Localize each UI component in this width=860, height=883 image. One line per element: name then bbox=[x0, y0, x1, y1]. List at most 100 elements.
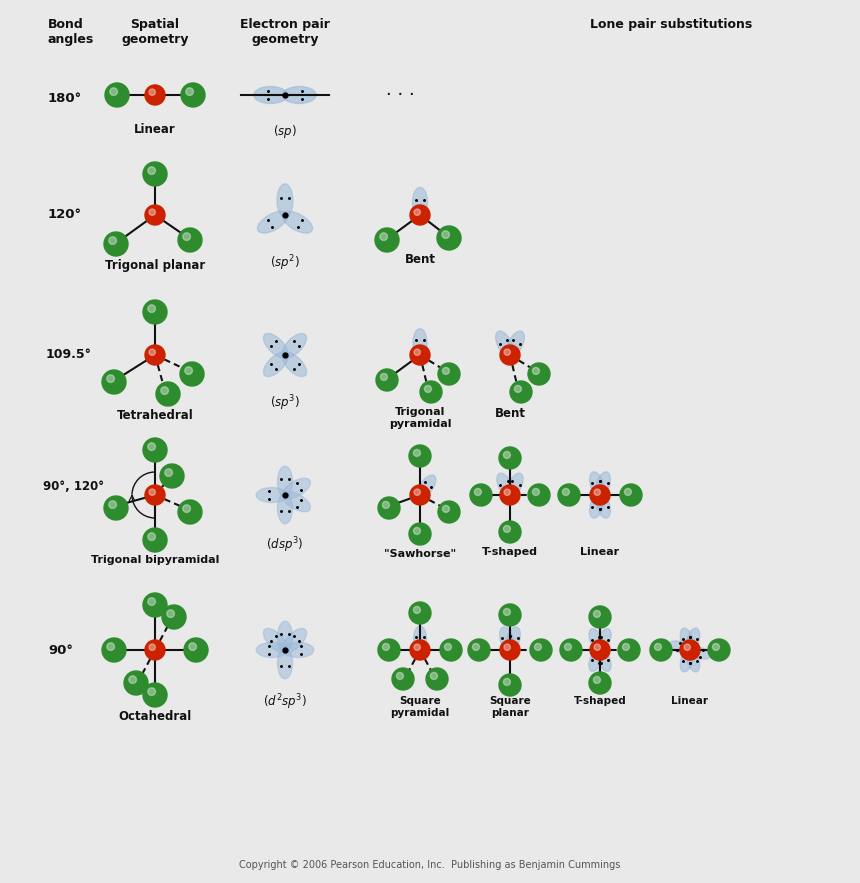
Circle shape bbox=[396, 672, 403, 679]
Circle shape bbox=[590, 640, 610, 660]
Circle shape bbox=[499, 604, 521, 626]
Circle shape bbox=[107, 374, 114, 382]
Text: $(d^2sp^3)$: $(d^2sp^3)$ bbox=[263, 692, 307, 712]
Circle shape bbox=[149, 209, 156, 215]
Ellipse shape bbox=[596, 493, 611, 518]
Ellipse shape bbox=[413, 187, 427, 217]
Circle shape bbox=[148, 305, 156, 313]
Circle shape bbox=[167, 610, 175, 617]
Circle shape bbox=[183, 233, 190, 240]
Circle shape bbox=[160, 464, 184, 488]
Circle shape bbox=[438, 363, 460, 385]
Ellipse shape bbox=[256, 643, 287, 658]
Circle shape bbox=[594, 489, 600, 495]
Circle shape bbox=[504, 644, 510, 651]
Circle shape bbox=[383, 502, 390, 509]
Circle shape bbox=[620, 484, 642, 506]
Circle shape bbox=[145, 85, 165, 105]
Circle shape bbox=[148, 442, 156, 450]
Circle shape bbox=[410, 345, 430, 365]
Circle shape bbox=[528, 484, 550, 506]
Circle shape bbox=[109, 237, 116, 245]
Ellipse shape bbox=[686, 628, 700, 652]
Ellipse shape bbox=[263, 352, 288, 376]
Circle shape bbox=[503, 525, 511, 532]
Ellipse shape bbox=[417, 475, 436, 497]
Circle shape bbox=[475, 488, 482, 495]
Circle shape bbox=[503, 608, 511, 615]
Circle shape bbox=[420, 381, 442, 403]
Circle shape bbox=[392, 668, 414, 690]
Circle shape bbox=[375, 228, 399, 252]
Circle shape bbox=[499, 447, 521, 469]
Circle shape bbox=[624, 488, 631, 495]
Circle shape bbox=[378, 497, 400, 519]
Circle shape bbox=[424, 385, 432, 392]
Text: $(sp^2)$: $(sp^2)$ bbox=[270, 253, 300, 273]
Circle shape bbox=[145, 640, 165, 660]
Ellipse shape bbox=[277, 184, 293, 217]
Ellipse shape bbox=[282, 334, 306, 358]
Circle shape bbox=[532, 488, 539, 495]
Ellipse shape bbox=[257, 211, 288, 233]
Circle shape bbox=[124, 671, 148, 695]
Circle shape bbox=[189, 643, 196, 651]
Circle shape bbox=[410, 205, 430, 225]
Circle shape bbox=[442, 367, 450, 374]
Circle shape bbox=[145, 205, 165, 225]
Circle shape bbox=[161, 387, 169, 395]
Circle shape bbox=[178, 228, 202, 252]
Circle shape bbox=[143, 162, 167, 186]
Text: Linear: Linear bbox=[134, 123, 176, 136]
Circle shape bbox=[558, 484, 580, 506]
Circle shape bbox=[468, 639, 490, 661]
Circle shape bbox=[564, 644, 571, 651]
Text: "Sawhorse": "Sawhorse" bbox=[384, 549, 456, 559]
Ellipse shape bbox=[495, 331, 513, 358]
Circle shape bbox=[149, 489, 156, 495]
Circle shape bbox=[590, 485, 610, 505]
Text: Trigonal
pyramidal: Trigonal pyramidal bbox=[389, 407, 452, 428]
Circle shape bbox=[380, 233, 388, 240]
Ellipse shape bbox=[500, 627, 514, 652]
Ellipse shape bbox=[282, 629, 306, 653]
Circle shape bbox=[185, 366, 193, 374]
Circle shape bbox=[180, 362, 204, 386]
Circle shape bbox=[503, 678, 511, 685]
Text: · · ·: · · · bbox=[385, 86, 415, 104]
Text: 90°, 120°: 90°, 120° bbox=[43, 480, 104, 494]
Ellipse shape bbox=[282, 211, 312, 233]
Ellipse shape bbox=[506, 627, 520, 652]
Circle shape bbox=[148, 532, 156, 540]
Ellipse shape bbox=[507, 473, 523, 497]
Circle shape bbox=[503, 451, 511, 458]
Circle shape bbox=[410, 485, 430, 505]
Circle shape bbox=[186, 87, 194, 95]
Text: Lone pair substitutions: Lone pair substitutions bbox=[590, 18, 752, 31]
Circle shape bbox=[409, 445, 431, 467]
Circle shape bbox=[148, 598, 156, 606]
Circle shape bbox=[143, 528, 167, 552]
Circle shape bbox=[414, 489, 421, 495]
Circle shape bbox=[562, 488, 569, 495]
Ellipse shape bbox=[278, 647, 292, 679]
Ellipse shape bbox=[413, 328, 427, 358]
Circle shape bbox=[442, 230, 450, 238]
Circle shape bbox=[143, 438, 167, 462]
Ellipse shape bbox=[282, 479, 310, 499]
Circle shape bbox=[380, 374, 388, 381]
Ellipse shape bbox=[263, 629, 288, 653]
Circle shape bbox=[589, 606, 611, 628]
Circle shape bbox=[102, 370, 126, 394]
Circle shape bbox=[409, 523, 431, 545]
Circle shape bbox=[504, 349, 510, 355]
Ellipse shape bbox=[278, 493, 292, 524]
Circle shape bbox=[593, 610, 600, 617]
Circle shape bbox=[376, 369, 398, 391]
Circle shape bbox=[414, 527, 421, 534]
Circle shape bbox=[594, 644, 600, 651]
Circle shape bbox=[414, 209, 421, 215]
Text: Copyright © 2006 Pearson Education, Inc.  Publishing as Benjamin Cummings: Copyright © 2006 Pearson Education, Inc.… bbox=[239, 860, 621, 870]
Circle shape bbox=[149, 644, 156, 651]
Circle shape bbox=[510, 381, 532, 403]
